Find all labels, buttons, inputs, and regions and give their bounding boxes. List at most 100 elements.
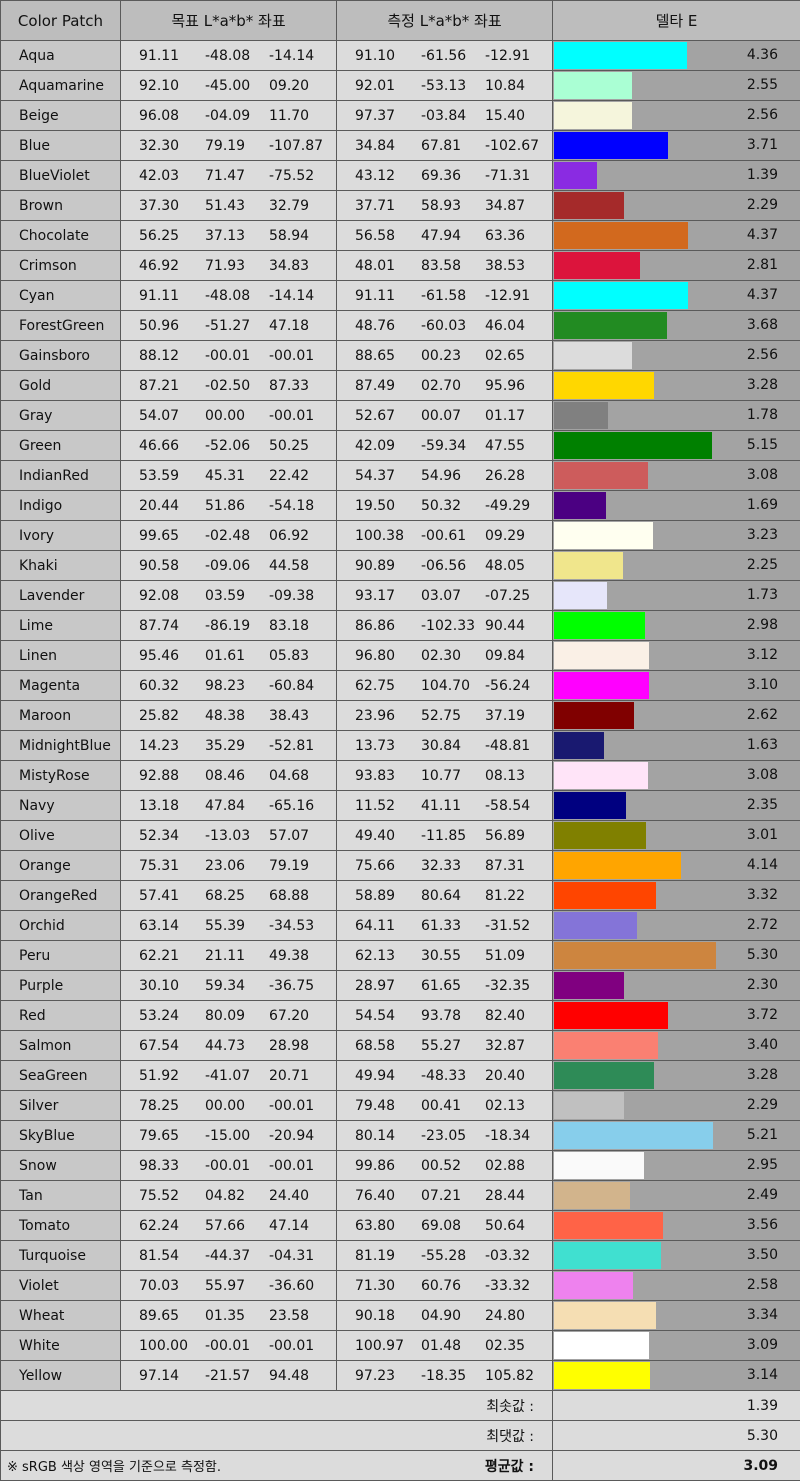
target-lab-cell: 70.03 55.97 -36.60 (120, 1270, 337, 1301)
delta-value: 2.58 (746, 1277, 778, 1293)
measured-b-value: 10.84 (485, 77, 526, 94)
target-lab-cell: 46.66 -52.06 50.25 (120, 430, 337, 461)
target-l-value: 95.46 (139, 647, 180, 664)
delta-cell: 5.21 (552, 1120, 800, 1151)
measured-lab-cell: 37.71 58.93 34.87 (336, 190, 553, 221)
measured-b-value: -12.91 (485, 287, 531, 304)
header-color-patch: Color Patch (0, 0, 121, 41)
table-row: Salmon 67.54 44.73 28.98 68.58 55.27 32.87 3.40 (0, 1030, 800, 1061)
measured-b-value: -58.54 (485, 797, 531, 814)
target-lab-cell: 87.21 -02.50 87.33 (120, 370, 337, 401)
delta-cell: 3.08 (552, 460, 800, 491)
measured-b-value: -102.67 (485, 137, 540, 154)
measured-lab-cell: 100.97 01.48 02.35 (336, 1330, 553, 1361)
measured-lab-cell: 90.89 -06.56 48.05 (336, 550, 553, 581)
delta-value: 3.32 (746, 887, 778, 903)
delta-value: 2.56 (746, 107, 778, 123)
delta-value: 2.35 (746, 797, 778, 813)
measured-l-value: 71.30 (355, 1277, 396, 1294)
color-name: White (0, 1330, 121, 1361)
header-target-lab: 목표 L*a*b* 좌표 (120, 0, 337, 41)
target-l-value: 52.34 (139, 827, 180, 844)
delta-cell: 2.29 (552, 190, 800, 221)
delta-bar (554, 792, 626, 819)
measured-a-value: 69.36 (421, 167, 462, 184)
measured-a-value: -18.35 (421, 1367, 467, 1384)
measured-lab-cell: 88.65 00.23 02.65 (336, 340, 553, 371)
delta-value: 2.72 (746, 917, 778, 933)
table-row: Cyan 91.11 -48.08 -14.14 91.11 -61.58 -12.91 4.… (0, 280, 800, 311)
table-row: Blue 32.30 79.19 -107.87 34.84 67.81 -102.67 3.… (0, 130, 800, 161)
target-l-value: 92.08 (139, 587, 180, 604)
measured-b-value: 09.84 (485, 647, 526, 664)
target-lab-cell: 81.54 -44.37 -04.31 (120, 1240, 337, 1271)
target-a-value: -44.37 (205, 1247, 251, 1264)
table-row: Brown 37.30 51.43 32.79 37.71 58.93 34.87 2.29 (0, 190, 800, 221)
target-a-value: 00.00 (205, 1097, 246, 1114)
target-l-value: 25.82 (139, 707, 180, 724)
measured-a-value: 03.07 (421, 587, 462, 604)
measured-a-value: 00.07 (421, 407, 462, 424)
measured-a-value: 47.94 (421, 227, 462, 244)
measured-l-value: 91.10 (355, 47, 396, 64)
measured-b-value: -03.32 (485, 1247, 531, 1264)
target-l-value: 32.30 (139, 137, 180, 154)
delta-value: 3.28 (746, 1067, 778, 1083)
target-b-value: -00.01 (269, 347, 315, 364)
measured-l-value: 56.58 (355, 227, 396, 244)
measured-l-value: 54.54 (355, 1007, 396, 1024)
color-name: Olive (0, 820, 121, 851)
table-row: Purple 30.10 59.34 -36.75 28.97 61.65 -32.35 2.… (0, 970, 800, 1001)
target-lab-cell: 42.03 71.47 -75.52 (120, 160, 337, 191)
target-l-value: 60.32 (139, 677, 180, 694)
color-name: MistyRose (0, 760, 121, 791)
delta-value: 3.08 (746, 767, 778, 783)
measured-lab-cell: 97.37 -03.84 15.40 (336, 100, 553, 131)
measured-b-value: 34.87 (485, 197, 526, 214)
target-b-value: 20.71 (269, 1067, 310, 1084)
target-b-value: 06.92 (269, 527, 310, 544)
target-b-value: -75.52 (269, 167, 315, 184)
table-row: Green 46.66 -52.06 50.25 42.09 -59.34 47.55 5.1… (0, 430, 800, 461)
target-l-value: 42.03 (139, 167, 180, 184)
delta-value: 2.29 (746, 1097, 778, 1113)
color-name: Snow (0, 1150, 121, 1181)
measured-b-value: 105.82 (485, 1367, 534, 1384)
delta-cell: 3.28 (552, 1060, 800, 1091)
measured-lab-cell: 13.73 30.84 -48.81 (336, 730, 553, 761)
target-l-value: 100.00 (139, 1337, 188, 1354)
color-name: Ivory (0, 520, 121, 551)
delta-cell: 2.58 (552, 1270, 800, 1301)
target-a-value: -21.57 (205, 1367, 251, 1384)
measured-l-value: 28.97 (355, 977, 396, 994)
delta-cell: 2.56 (552, 100, 800, 131)
delta-value: 1.73 (746, 587, 778, 603)
measured-a-value: 61.65 (421, 977, 462, 994)
delta-bar (554, 1062, 654, 1089)
target-b-value: 50.25 (269, 437, 310, 454)
delta-cell: 2.25 (552, 550, 800, 581)
measured-b-value: 32.87 (485, 1037, 526, 1054)
measured-l-value: 76.40 (355, 1187, 396, 1204)
avg-cell: ※ sRGB 색상 영역을 기준으로 측정함. 평균값 : (0, 1450, 553, 1481)
delta-bar (554, 1092, 624, 1119)
color-name: Gray (0, 400, 121, 431)
delta-cell: 3.56 (552, 1210, 800, 1241)
delta-bar (554, 372, 654, 399)
target-l-value: 53.24 (139, 1007, 180, 1024)
measured-a-value: 61.33 (421, 917, 462, 934)
target-b-value: 94.48 (269, 1367, 310, 1384)
delta-value: 2.25 (746, 557, 778, 573)
measured-a-value: 04.90 (421, 1307, 462, 1324)
color-name: Linen (0, 640, 121, 671)
measured-a-value: 00.52 (421, 1157, 462, 1174)
measured-lab-cell: 91.11 -61.58 -12.91 (336, 280, 553, 311)
delta-cell: 3.72 (552, 1000, 800, 1031)
delta-value: 2.81 (746, 257, 778, 273)
header-delta-e: 델타 E (552, 0, 800, 41)
measured-b-value: 02.65 (485, 347, 526, 364)
measured-a-value: 41.11 (421, 797, 462, 814)
target-lab-cell: 91.11 -48.08 -14.14 (120, 40, 337, 71)
target-b-value: -20.94 (269, 1127, 315, 1144)
delta-value: 1.69 (746, 497, 778, 513)
